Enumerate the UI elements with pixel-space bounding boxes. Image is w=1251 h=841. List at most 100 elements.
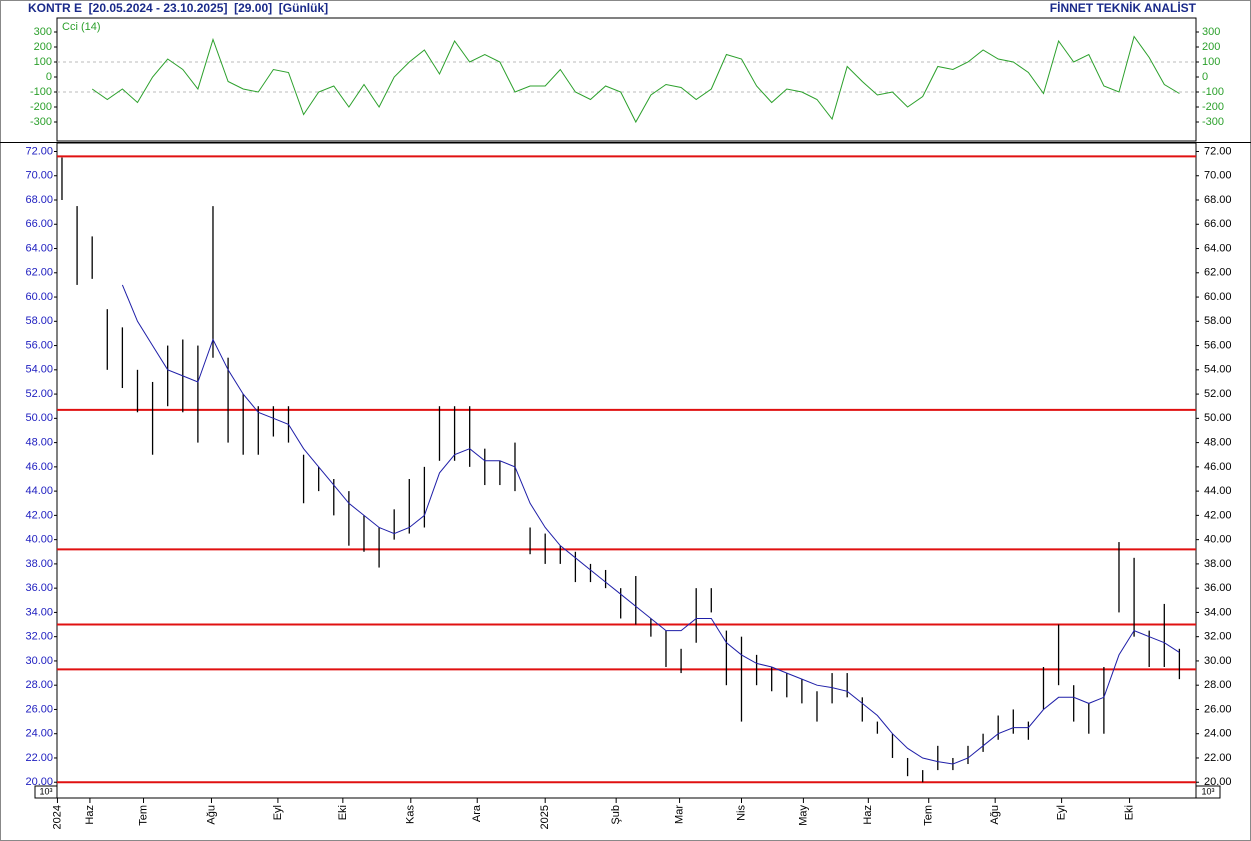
y-tick-label: 100 [34,56,52,68]
y-tick-label: 24.00 [1204,728,1232,740]
y-tick-label: 72.00 [1204,145,1232,157]
y-tick-label: 54.00 [25,364,53,376]
header-left: KONTR E [20.05.2024 - 23.10.2025] [29.00… [28,1,328,15]
y-tick-label: 58.00 [25,315,53,327]
x-tick-label: Tem [137,805,149,826]
y-tick-label: 70.00 [25,170,53,182]
y-tick-label: 52.00 [1204,388,1232,400]
x-tick-label: Kas [405,805,417,824]
y-tick-label: 22.00 [25,752,53,764]
y-tick-label: 42.00 [25,509,53,521]
y-tick-label: 62.00 [25,267,53,279]
x-tick-label: Mar [673,805,685,824]
y-tick-label: 58.00 [1204,315,1232,327]
y-tick-label: 48.00 [1204,437,1232,449]
y-tick-label: 36.00 [25,582,53,594]
y-tick-label: -300 [1202,116,1224,128]
x-tick-label: May [797,805,809,826]
price-panel [56,142,1197,799]
y-tick-label: 68.00 [1204,194,1232,206]
y-tick-label: 50.00 [25,412,53,424]
y-tick-label: 40.00 [25,534,53,546]
y-tick-label: 24.00 [25,728,53,740]
y-tick-label: 200 [34,41,52,53]
x-tick-label: Ara [471,804,483,822]
cci-title: Cci (14) [62,21,101,33]
cci-line [91,35,1180,124]
y-tick-label: 26.00 [1204,703,1232,715]
moving-average-line [121,284,1180,765]
y-tick-label: 54.00 [1204,364,1232,376]
y-tick-label: 28.00 [25,679,53,691]
y-tick-label: 62.00 [1204,267,1232,279]
y-tick-label: 64.00 [25,242,53,254]
x-tick-label: 2025 [539,805,551,829]
y-tick-label: 32.00 [25,631,53,643]
y-tick-label: 38.00 [25,558,53,570]
y-tick-label: 52.00 [25,388,53,400]
y-tick-label: -300 [30,116,52,128]
scale-note: 10³ [39,786,52,796]
x-tick-label: 2024 [51,805,63,829]
x-tick-label: Haz [862,805,874,825]
header-right: FİNNET TEKNİK ANALİST [1050,0,1197,15]
y-tick-label: 70.00 [1204,170,1232,182]
y-tick-label: 60.00 [25,291,53,303]
y-tick-label: 100 [1202,56,1220,68]
y-tick-label: 36.00 [1204,582,1232,594]
x-tick-label: Eki [1123,805,1135,820]
y-tick-label: 60.00 [1204,291,1232,303]
y-tick-label: -200 [30,101,52,113]
y-tick-label: 20.00 [1204,776,1232,788]
y-tick-label: 0 [46,71,52,83]
y-tick-label: 46.00 [25,461,53,473]
y-tick-label: 64.00 [1204,242,1232,254]
x-tick-label: Ağu [989,805,1001,825]
x-tick-label: Ağu [205,805,217,825]
y-tick-label: 30.00 [25,655,53,667]
y-tick-label: 300 [34,26,52,38]
y-tick-label: 200 [1202,41,1220,53]
y-tick-label: 56.00 [1204,339,1232,351]
y-tick-label: 20.00 [25,776,53,788]
y-tick-label: 72.00 [25,145,53,157]
x-tick-label: Tem [923,805,935,826]
x-tick-label: Haz [84,805,96,825]
y-tick-label: -100 [30,86,52,98]
y-tick-label: 44.00 [25,485,53,497]
y-tick-label: 300 [1202,26,1220,38]
x-tick-label: Şub [610,805,622,825]
scale-box [1195,785,1221,799]
y-tick-label: 28.00 [1204,679,1232,691]
y-tick-label: 46.00 [1204,461,1232,473]
y-tick-label: -100 [1202,86,1224,98]
y-tick-label: -200 [1202,101,1224,113]
y-tick-label: 34.00 [1204,606,1232,618]
y-tick-label: 56.00 [25,339,53,351]
x-tick-label: Eyl [1056,805,1068,820]
y-tick-label: 22.00 [1204,752,1232,764]
cci-panel [56,17,1197,142]
x-tick-label: Eyl [272,805,284,820]
y-tick-label: 66.00 [1204,218,1232,230]
scale-note: 10³ [1201,786,1214,796]
y-tick-label: 68.00 [25,194,53,206]
y-tick-label: 34.00 [25,606,53,618]
y-tick-label: 66.00 [25,218,53,230]
y-tick-label: 26.00 [25,703,53,715]
x-tick-label: Nis [735,805,747,821]
y-tick-label: 44.00 [1204,485,1232,497]
y-tick-label: 50.00 [1204,412,1232,424]
scale-box [34,785,58,799]
y-tick-label: 0 [1202,71,1208,83]
y-tick-label: 42.00 [1204,509,1232,521]
y-tick-label: 30.00 [1204,655,1232,667]
y-tick-label: 38.00 [1204,558,1232,570]
y-tick-label: 48.00 [25,437,53,449]
x-tick-label: Eki [337,805,349,820]
y-tick-label: 40.00 [1204,534,1232,546]
y-tick-label: 32.00 [1204,631,1232,643]
